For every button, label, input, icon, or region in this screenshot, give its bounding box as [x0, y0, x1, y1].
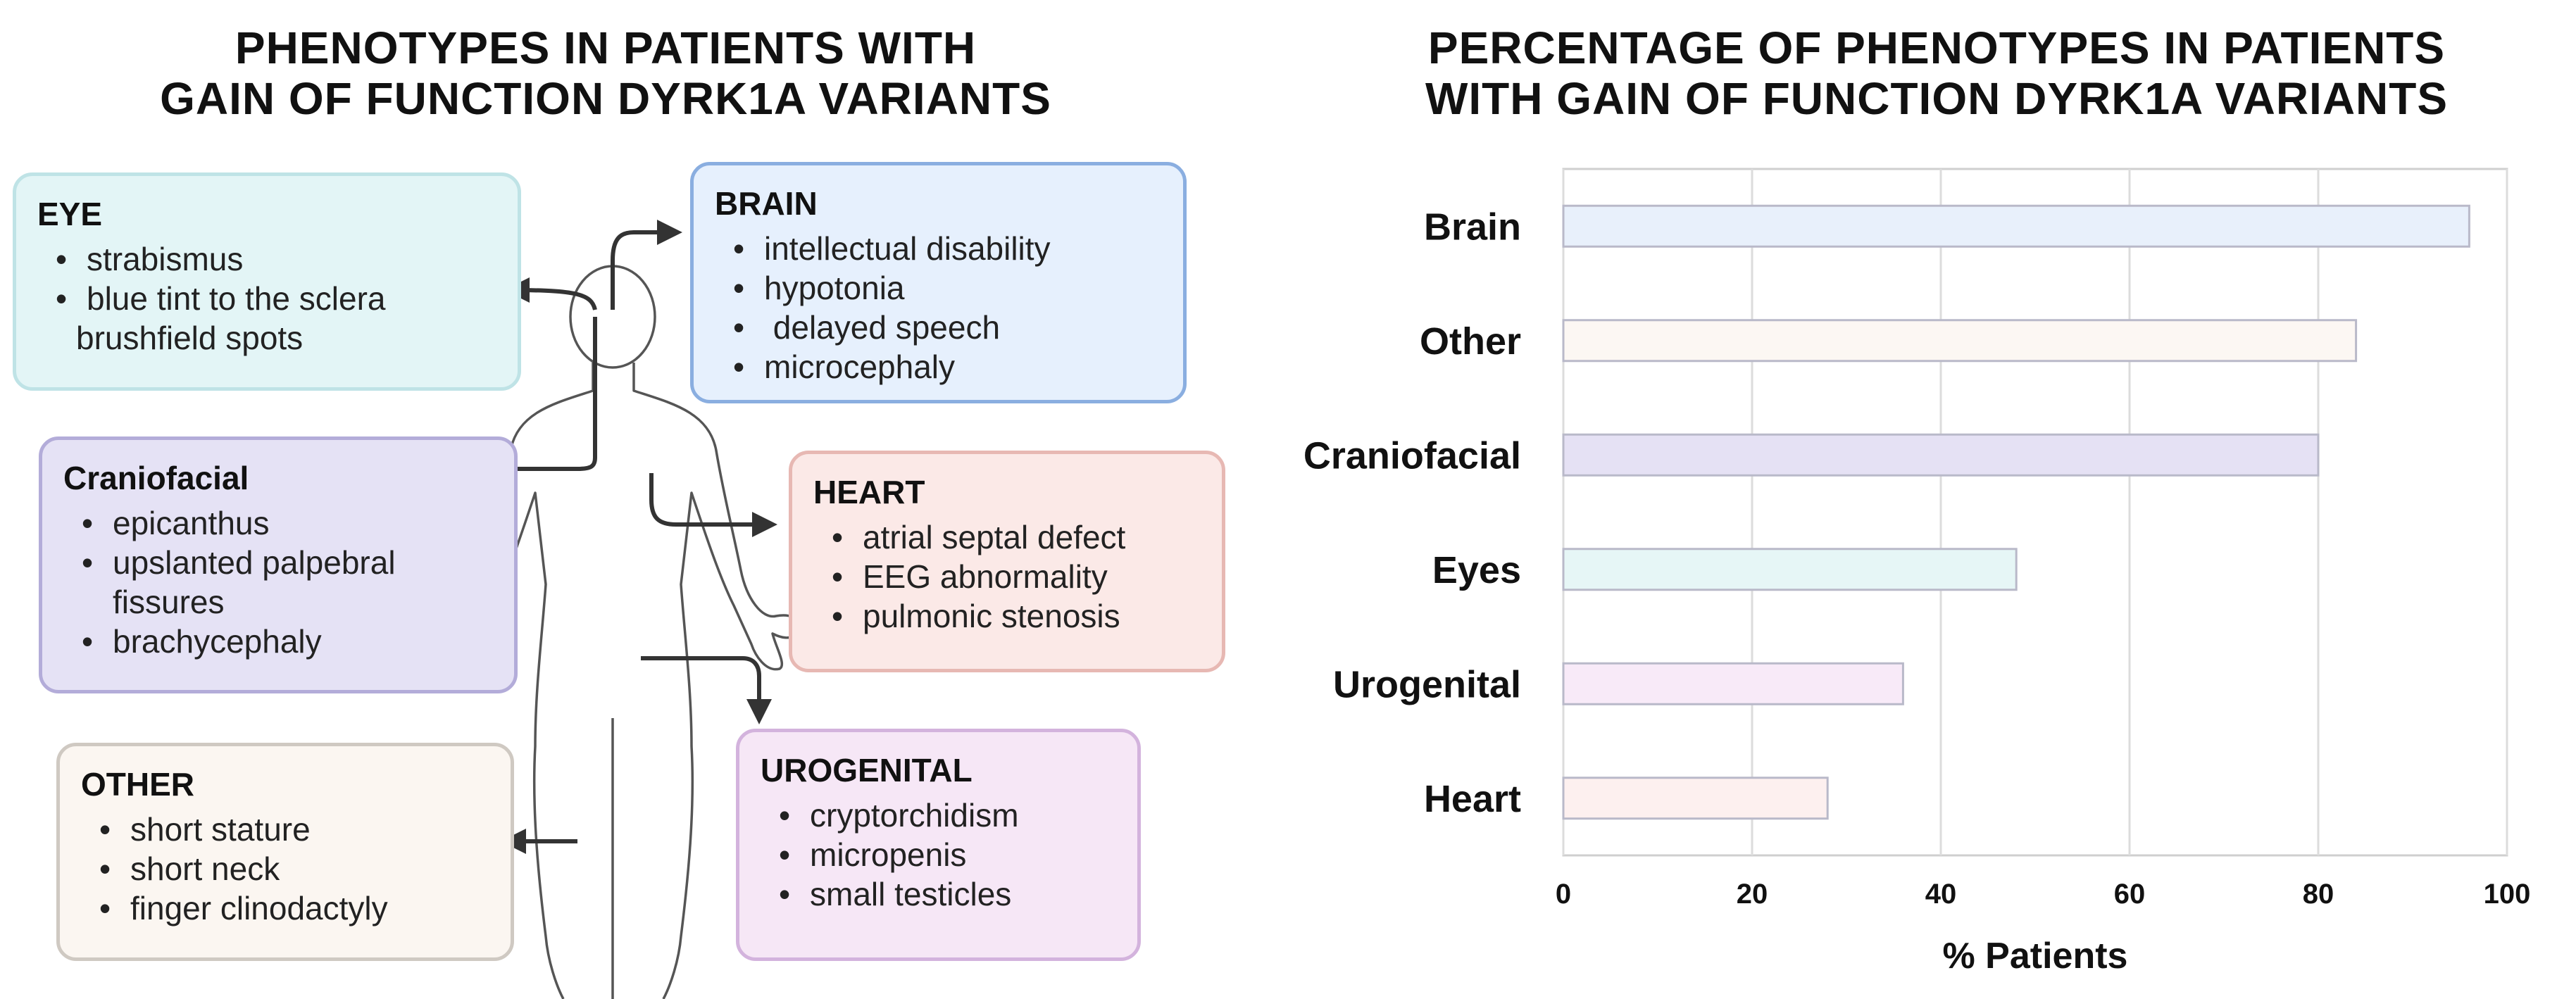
chart-title-line1: PERCENTAGE OF PHENOTYPES IN PATIENTS: [1427, 23, 2446, 73]
craniofacial-item: brachycephaly: [63, 622, 496, 661]
category-label: Craniofacial: [1303, 434, 1521, 477]
arrow-to-eye: [504, 277, 597, 310]
category-label: Brain: [1424, 206, 1521, 248]
arrow-to-brain: [611, 220, 682, 310]
other-item: short neck: [81, 849, 492, 888]
connector-arrows: [451, 220, 777, 854]
other-heading: OTHER: [81, 766, 194, 803]
urogenital-item: cryptorchidism: [761, 796, 1119, 835]
other-item: short stature: [81, 810, 492, 849]
x-tick-label: 0: [1556, 879, 1571, 910]
chart-title-line2: WITH GAIN OF FUNCTION DYRK1A VARIANTS: [1425, 73, 2449, 124]
craniofacial-item: fissures: [113, 584, 225, 620]
category-label: Eyes: [1432, 549, 1521, 591]
chart-category-labels: Brain Other Craniofacial Eyes Urogenital Hear…: [1303, 206, 1521, 820]
heart-item: EEG abnormality: [813, 557, 1203, 596]
craniofacial-phenotype-box: Craniofacial epicanthus upslanted palpeb…: [39, 436, 518, 693]
eye-heading: EYE: [37, 196, 103, 232]
urogenital-heading: UROGENITAL: [761, 752, 973, 788]
eye-phenotype-box: EYE strabismus blue tint to the sclera b…: [13, 172, 521, 391]
brain-heading: BRAIN: [715, 185, 818, 222]
craniofacial-item: upslanted palpebral: [63, 543, 496, 582]
x-tick-label: 80: [2303, 879, 2334, 910]
chart-plot-area: [1562, 168, 2508, 857]
x-tick-label: 20: [1737, 879, 1768, 910]
heart-item: pulmonic stenosis: [813, 596, 1203, 636]
chart-gridlines: [1562, 169, 2508, 855]
bar-eyes: [1562, 548, 2018, 591]
left-title-line2: GAIN OF FUNCTION DYRK1A VARIANTS: [160, 73, 1051, 124]
x-tick-label: 60: [2114, 879, 2146, 910]
bar-other: [1562, 319, 2358, 363]
urogenital-phenotype-box: UROGENITAL cryptorchidism micropenis sma…: [736, 729, 1141, 961]
craniofacial-heading: Craniofacial: [63, 460, 249, 496]
left-panel-title: PHENOTYPES IN PATIENTS WITH GAIN OF FUNC…: [28, 23, 1183, 124]
left-title-line1: PHENOTYPES IN PATIENTS WITH: [235, 23, 977, 73]
heart-phenotype-box: HEART atrial septal defect EEG abnormali…: [789, 451, 1225, 672]
category-label: Heart: [1424, 778, 1521, 820]
plot-border: [1562, 168, 2508, 857]
urogenital-item: micropenis: [761, 835, 1119, 874]
chart-title: PERCENTAGE OF PHENOTYPES IN PATIENTS WIT…: [1310, 23, 2563, 124]
other-item: finger clinodactyly: [81, 888, 492, 928]
category-label: Urogenital: [1333, 663, 1521, 705]
other-phenotype-box: OTHER short stature short neck finger cl…: [56, 743, 514, 961]
bar-brain: [1562, 204, 2470, 248]
arrow-to-urogenital: [641, 656, 772, 724]
brain-item: intellectual disability: [715, 229, 1165, 268]
bar-heart: [1562, 777, 1829, 820]
chart-bars: [1562, 204, 2470, 820]
arrow-to-heart: [649, 473, 777, 537]
eye-item: strabismus: [37, 239, 499, 279]
brain-item: microcephaly: [715, 347, 1165, 387]
brain-item: hypotonia: [715, 268, 1165, 308]
arrow-to-craniofacial: [451, 317, 597, 482]
bar-urogenital: [1562, 662, 1904, 705]
x-tick-label: 100: [2484, 879, 2531, 910]
urogenital-item: small testicles: [761, 874, 1119, 914]
brain-phenotype-box: BRAIN intellectual disability hypotonia …: [690, 162, 1187, 403]
chart-tick-labels: 0 20 40 60 80 100: [1556, 879, 2531, 910]
brain-item: delayed speech: [715, 308, 1165, 347]
heart-heading: HEART: [813, 474, 925, 510]
heart-item: atrial septal defect: [813, 517, 1203, 557]
eye-item: blue tint to the sclera: [37, 279, 499, 318]
category-label: Other: [1420, 320, 1521, 363]
craniofacial-item: epicanthus: [63, 503, 496, 543]
eye-item: brushfield spots: [76, 320, 304, 356]
bar-craniofacial: [1562, 433, 2320, 477]
x-axis-title: % Patients: [1943, 936, 2128, 976]
x-tick-label: 40: [1925, 879, 1957, 910]
